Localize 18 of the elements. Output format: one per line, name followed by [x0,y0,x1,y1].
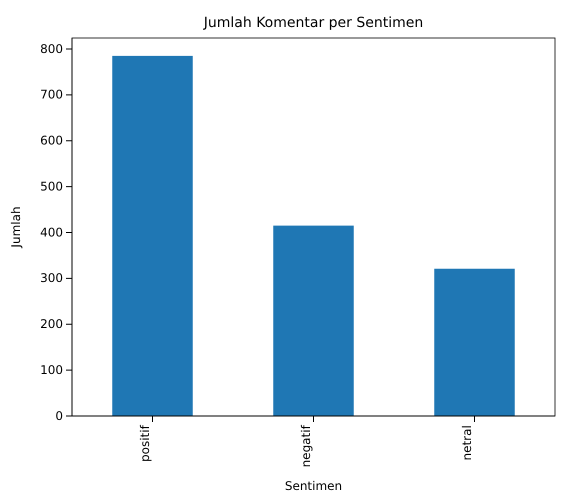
bar [434,268,515,416]
y-tick-label: 400 [40,225,63,240]
y-axis-title: Jumlah [9,206,23,249]
y-tick-label: 300 [40,271,63,286]
y-tick-label: 600 [40,134,63,148]
y-tick-label: 500 [40,179,63,194]
x-tick-label: positif [138,424,152,462]
y-tick-label: 100 [40,362,63,377]
bar [112,56,193,416]
chart-title: Jumlah Komentar per Sentimen [202,15,424,31]
x-axis-title: Sentimen [284,479,342,493]
y-tick-label: 0 [55,408,63,423]
bar [273,226,354,416]
y-tick-label: 700 [40,88,63,102]
x-tick-label: negatif [298,424,313,468]
y-tick-label: 200 [40,317,63,332]
x-tick-label: netral [460,425,474,461]
y-tick-label: 800 [40,42,63,56]
